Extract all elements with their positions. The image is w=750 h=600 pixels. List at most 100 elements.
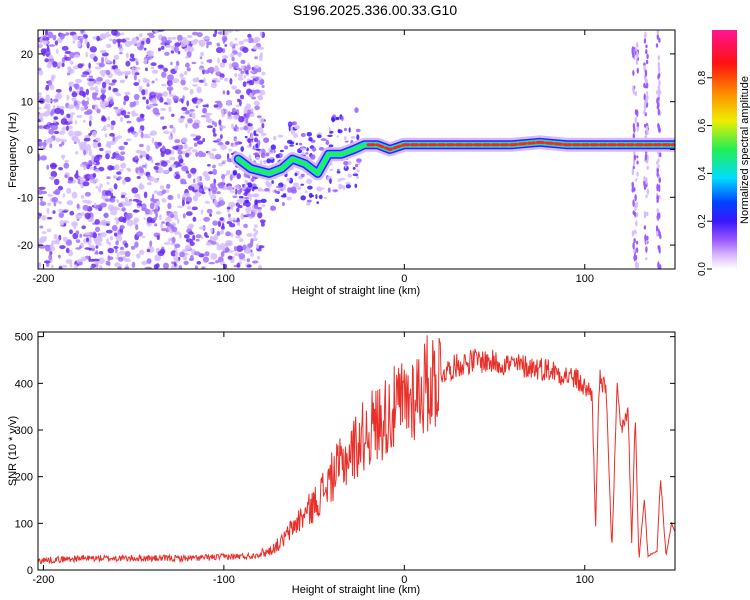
transition-speckle (356, 175, 359, 179)
stripe-speckle (636, 262, 639, 269)
stripe-speckle (655, 43, 659, 48)
stripe-speckle (643, 110, 646, 115)
transition-speckle (238, 196, 244, 199)
noise-speckle (250, 252, 254, 257)
noise-speckle (61, 62, 65, 67)
stripe-speckle (636, 109, 639, 117)
stripe-speckle (644, 33, 647, 40)
noise-speckle (38, 107, 42, 110)
noise-speckle (227, 255, 233, 260)
noise-speckle (92, 173, 97, 178)
noise-speckle (191, 61, 197, 65)
noise-speckle (184, 71, 188, 76)
noise-speckle (258, 264, 263, 269)
noise-speckle (131, 261, 136, 268)
noise-speckle (146, 83, 150, 87)
transition-speckle (251, 177, 255, 183)
noise-speckle (143, 191, 148, 199)
noise-speckle (215, 242, 220, 246)
noise-speckle (232, 219, 237, 223)
noise-speckle (182, 256, 188, 261)
noise-speckle (227, 111, 232, 117)
transition-speckle (244, 135, 248, 139)
snr-series-line (38, 335, 675, 565)
noise-speckle (119, 224, 125, 230)
transition-speckle (307, 185, 313, 190)
noise-speckle (46, 137, 54, 143)
noise-speckle (247, 123, 253, 127)
noise-speckle (75, 213, 82, 220)
noise-speckle (249, 240, 254, 247)
noise-speckle (67, 68, 75, 74)
noise-speckle (80, 106, 85, 112)
noise-speckle (253, 89, 261, 94)
noise-speckle (111, 156, 115, 159)
noise-speckle (101, 81, 107, 89)
noise-speckle (53, 116, 59, 120)
noise-speckle (133, 93, 140, 101)
noise-speckle (230, 52, 235, 58)
noise-speckle (153, 178, 159, 183)
transition-speckle (234, 138, 238, 141)
noise-speckle (104, 198, 110, 202)
noise-speckle (50, 243, 53, 251)
stripe-speckle (632, 123, 636, 129)
noise-speckle (201, 191, 206, 195)
noise-speckle (62, 236, 68, 242)
stripe-speckle (646, 130, 649, 136)
transition-speckle (268, 148, 271, 152)
noise-speckle (154, 254, 162, 262)
noise-speckle (181, 165, 189, 172)
noise-speckle (116, 171, 122, 175)
noise-speckle (200, 51, 205, 57)
noise-speckle (161, 221, 166, 224)
noise-speckle (66, 125, 69, 131)
noise-speckle (226, 90, 230, 96)
noise-speckle (124, 250, 131, 257)
noise-speckle (181, 137, 188, 144)
noise-speckle (231, 62, 239, 69)
noise-speckle (192, 77, 198, 83)
noise-speckle (116, 252, 120, 258)
noise-speckle (46, 228, 52, 233)
noise-speckle (195, 105, 199, 109)
noise-speckle (102, 100, 110, 107)
noise-speckle (114, 262, 121, 268)
transition-speckle (260, 198, 267, 203)
noise-speckle (253, 67, 258, 74)
noise-speckle (126, 219, 134, 227)
noise-speckle (84, 38, 88, 45)
noise-speckle (253, 65, 260, 69)
y-tick-label: 200 (15, 472, 33, 484)
noise-speckle (240, 65, 245, 69)
noise-speckle (220, 134, 223, 140)
y-tick-label: -20 (17, 240, 33, 252)
stripe-speckle (655, 225, 659, 233)
noise-speckle (154, 112, 161, 115)
noise-speckle (235, 236, 241, 239)
noise-speckle (130, 245, 136, 250)
transition-speckle (255, 143, 259, 148)
noise-speckle (145, 37, 151, 45)
transition-speckle (264, 188, 270, 192)
noise-speckle (172, 126, 176, 134)
noise-speckle (101, 56, 105, 64)
noise-speckle (74, 264, 78, 269)
noise-speckle (66, 113, 71, 119)
noise-speckle (230, 205, 233, 209)
noise-speckle (52, 61, 58, 68)
noise-speckle (83, 100, 89, 106)
noise-speckle (158, 64, 164, 69)
noise-speckle (108, 241, 111, 246)
noise-speckle (127, 111, 131, 115)
x-tick-label: 100 (576, 273, 594, 285)
noise-speckle (221, 108, 224, 116)
noise-speckle (48, 253, 53, 261)
noise-speckle (54, 188, 61, 195)
noise-speckle (165, 40, 173, 44)
transition-speckle (235, 124, 238, 127)
noise-speckle (235, 188, 238, 195)
transition-speckle (261, 189, 265, 192)
noise-speckle (124, 40, 132, 47)
noise-speckle (131, 37, 138, 44)
